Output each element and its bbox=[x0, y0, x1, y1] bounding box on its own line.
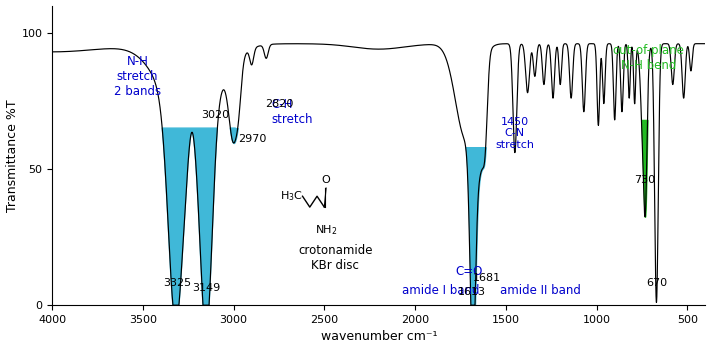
Text: 2820: 2820 bbox=[265, 99, 294, 109]
Text: 2970: 2970 bbox=[238, 134, 267, 144]
X-axis label: wavenumber cm⁻¹: wavenumber cm⁻¹ bbox=[321, 331, 437, 343]
Text: 1613: 1613 bbox=[458, 287, 486, 297]
Text: out-of-plane
N-H bend: out-of-plane N-H bend bbox=[612, 44, 684, 72]
Text: 1450
C-N
stretch: 1450 C-N stretch bbox=[496, 117, 535, 150]
Text: C=O: C=O bbox=[455, 265, 482, 278]
Text: 730: 730 bbox=[634, 175, 656, 185]
Text: 3325: 3325 bbox=[164, 278, 191, 288]
Text: H$_3$C: H$_3$C bbox=[279, 189, 302, 203]
Text: NH$_2$: NH$_2$ bbox=[315, 223, 338, 237]
Text: amide I band: amide I band bbox=[402, 284, 479, 297]
Text: 3020: 3020 bbox=[201, 110, 229, 120]
Text: amide II band: amide II band bbox=[501, 284, 581, 297]
Text: N-H
stretch
2 bands: N-H stretch 2 bands bbox=[114, 54, 161, 98]
Y-axis label: Transmittance %T: Transmittance %T bbox=[6, 99, 18, 212]
Text: 3149: 3149 bbox=[192, 283, 220, 294]
Text: crotonamide
KBr disc: crotonamide KBr disc bbox=[298, 245, 373, 273]
Text: 670: 670 bbox=[646, 278, 668, 288]
Text: C-H
stretch: C-H stretch bbox=[272, 98, 313, 126]
Text: 1681: 1681 bbox=[473, 273, 501, 283]
Text: O: O bbox=[322, 175, 331, 185]
